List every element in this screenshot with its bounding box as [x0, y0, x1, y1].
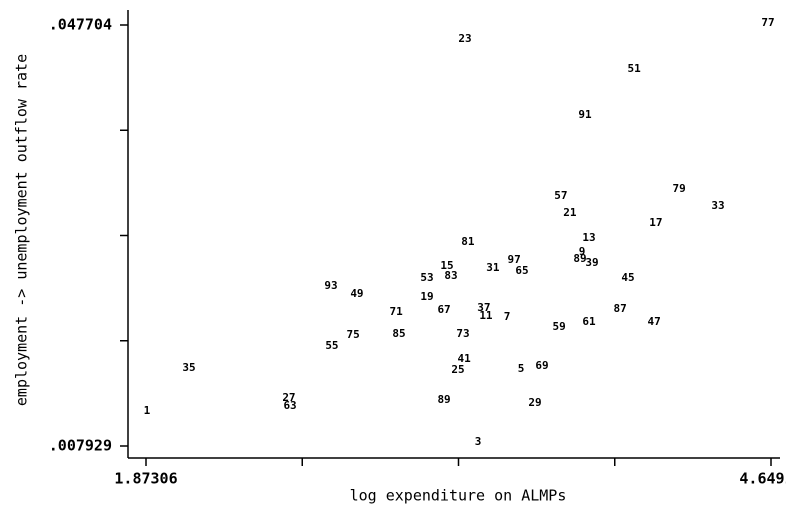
point-label: 45 [621, 271, 634, 284]
point-label: 75 [346, 328, 359, 341]
point-label: 5 [518, 362, 525, 375]
point-label: 97 [507, 253, 520, 266]
point-label: 73 [456, 327, 469, 340]
point-label: 79 [672, 182, 685, 195]
point-label: 39 [585, 256, 598, 269]
point-label: 33 [711, 199, 724, 212]
point-label: 61 [582, 315, 596, 328]
point-label: 29 [528, 396, 541, 409]
point-label: 85 [392, 327, 405, 340]
point-label: 7 [504, 310, 511, 323]
point-label: 67 [437, 303, 450, 316]
point-label: 55 [325, 339, 338, 352]
point-label: 15 [440, 259, 453, 272]
point-label: 53 [420, 271, 433, 284]
point-label: 37 [477, 301, 490, 314]
x-tick-label: 4.64917 [739, 470, 786, 488]
point-label: 13 [582, 231, 595, 244]
point-label: 69 [535, 359, 548, 372]
point-label: 59 [552, 320, 565, 333]
point-label: 21 [563, 206, 577, 219]
point-label: 93 [324, 279, 337, 292]
point-label: 63 [283, 399, 296, 412]
x-axis-title: log expenditure on ALMPs [350, 487, 567, 505]
x-tick-label: 1.87306 [114, 470, 177, 488]
point-label: 27 [282, 391, 295, 404]
point-label: 31 [486, 261, 500, 274]
point-label: 71 [389, 305, 403, 318]
point-label: 1 [144, 404, 151, 417]
point-label: 35 [182, 361, 195, 374]
point-label: 47 [647, 315, 660, 328]
point-label: 19 [420, 290, 433, 303]
point-label: 65 [515, 264, 528, 277]
point-label: 51 [627, 62, 641, 75]
point-label: 23 [458, 32, 471, 45]
point-label: 87 [613, 302, 626, 315]
point-label: 17 [649, 216, 662, 229]
point-label: 11 [479, 309, 493, 322]
y-tick-label: .007929 [49, 437, 112, 455]
point-label: 89 [573, 252, 586, 265]
point-label: 25 [451, 363, 464, 376]
point-label: 3 [475, 435, 482, 448]
point-label: 83 [444, 269, 457, 282]
point-label: 49 [350, 287, 363, 300]
y-tick-label: .047704 [49, 16, 112, 34]
point-label: 89 [437, 393, 450, 406]
point-label: 57 [554, 189, 567, 202]
point-label: 81 [461, 235, 475, 248]
point-label: 77 [761, 16, 774, 29]
y-axis-title: employment -> unemployment outflow rate [13, 54, 31, 406]
point-label: 91 [578, 108, 592, 121]
point-label: 9 [579, 245, 586, 258]
point-label: 41 [457, 352, 471, 365]
